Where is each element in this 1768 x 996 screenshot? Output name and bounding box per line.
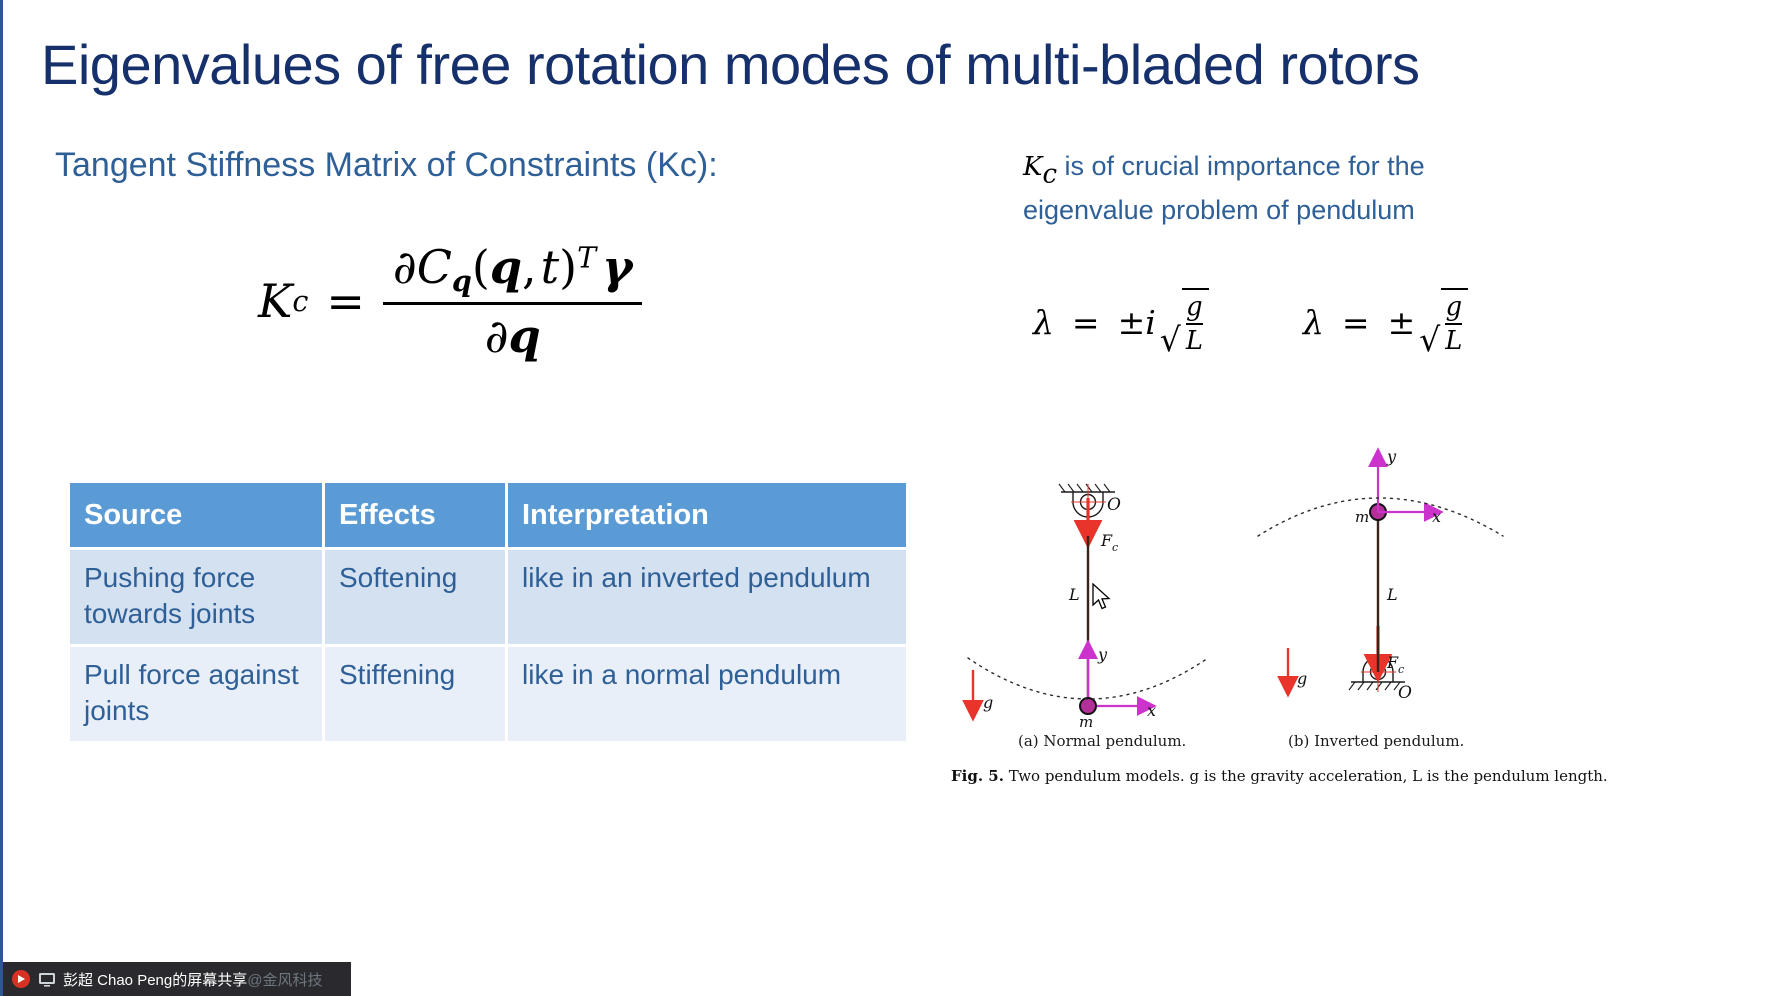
figure-caption-a: (a) Normal pendulum. xyxy=(1018,732,1187,750)
label-force-Fc: F xyxy=(1386,653,1399,672)
label-force-sub: c xyxy=(1398,663,1404,676)
lambda-symbol: λ xyxy=(1033,302,1054,342)
radicand-fraction-bar xyxy=(1185,323,1203,325)
column-header-source: Source xyxy=(70,483,322,547)
paren-close: ) xyxy=(559,240,578,294)
radicand-fraction: g L xyxy=(1181,288,1209,356)
comma: , xyxy=(521,240,537,294)
kc-denominator: ∂q xyxy=(475,305,551,363)
gravity-g: g xyxy=(1186,292,1203,322)
label-length-L: L xyxy=(1386,585,1398,604)
label-pivot-O: O xyxy=(1107,495,1121,515)
label-axis-y: y xyxy=(1386,447,1397,466)
label-axis-y: y xyxy=(1097,645,1108,664)
kc-fraction: ∂Cq(q,t)T γ ∂q xyxy=(382,240,643,363)
partial-symbol: ∂ xyxy=(392,240,417,294)
vector-q-den: q xyxy=(508,308,541,363)
constraint-C-subscript: q xyxy=(451,263,472,298)
label-mass-m: m xyxy=(1355,508,1369,526)
figure-number: Fig. 5. xyxy=(951,767,1004,785)
length-L: L xyxy=(1185,326,1203,356)
section-subtitle: Tangent Stiffness Matrix of Constraints … xyxy=(55,146,718,184)
vector-q: q xyxy=(489,240,522,294)
label-gravity-g: g xyxy=(983,693,993,712)
cell-source: Pull force against joints xyxy=(70,647,322,741)
figure-caption-b: (b) Inverted pendulum. xyxy=(1288,732,1465,750)
label-length-L: L xyxy=(1068,585,1080,604)
column-header-effects: Effects xyxy=(325,483,505,547)
kc-inline-symbol: K xyxy=(1023,152,1043,182)
column-header-interpretation: Interpretation xyxy=(508,483,906,547)
screen-share-bar[interactable]: 彭超 Chao Peng的屏幕共享 @金风科技 xyxy=(3,962,351,996)
page-title: Eigenvalues of free rotation modes of mu… xyxy=(41,33,1420,96)
equals-sign: = xyxy=(1341,302,1370,342)
normal-pendulum-diagram: F c L y x m g O xyxy=(962,483,1209,731)
label-gravity-g: g xyxy=(1297,669,1307,688)
table-header-row: Source Effects Interpretation xyxy=(70,483,906,547)
kc-effects-table: Source Effects Interpretation Pushing fo… xyxy=(67,480,909,744)
plus-minus-sign: ± xyxy=(1387,302,1416,342)
eigenvalue-expression-imaginary: λ = ± i √ g L xyxy=(1033,288,1209,356)
kc-numerator: ∂Cq(q,t)T γ xyxy=(383,240,643,302)
figure-main-caption: Fig. 5. Two pendulum models. g is the gr… xyxy=(951,767,1608,785)
lambda-symbol: λ xyxy=(1303,302,1324,342)
label-force-Fc: F xyxy=(1100,531,1113,550)
radical-sign: √ xyxy=(1419,320,1441,359)
monitor-icon xyxy=(39,973,55,987)
transpose-superscript: T xyxy=(577,241,597,275)
plus-minus-sign: ± xyxy=(1117,302,1146,342)
cell-effect: Softening xyxy=(325,550,505,644)
cell-source: Pushing force towards joints xyxy=(70,550,322,644)
square-root: √ g L xyxy=(1419,288,1469,359)
kc-inline-subscript: c xyxy=(1042,159,1057,190)
label-axis-x: x xyxy=(1432,507,1441,526)
gravity-g: g xyxy=(1445,292,1463,322)
kc-subscript: c xyxy=(292,284,309,318)
table-row: Pull force against joints Stiffening lik… xyxy=(70,647,906,741)
constraint-C: C xyxy=(416,240,452,294)
pendulum-figure: F c L y x m g O xyxy=(943,440,1608,840)
radicand-fraction-bar xyxy=(1445,323,1463,325)
table-row: Pushing force towards joints Softening l… xyxy=(70,550,906,644)
kc-symbol: K xyxy=(258,274,293,329)
label-axis-x: x xyxy=(1147,701,1156,720)
label-mass-m: m xyxy=(1079,713,1093,731)
label-force-sub: c xyxy=(1112,541,1118,554)
kc-importance-note: Kc is of crucial importance for the eige… xyxy=(1023,148,1543,229)
square-root: √ g L xyxy=(1160,288,1209,356)
share-status-icon xyxy=(12,970,30,988)
paren-open: ( xyxy=(471,240,490,294)
time-t: t xyxy=(540,240,560,294)
mouse-cursor xyxy=(1092,583,1111,610)
cell-effect: Stiffening xyxy=(325,647,505,741)
cell-interpretation: like in a normal pendulum xyxy=(508,647,906,741)
figure-caption-text: Two pendulum models. g is the gravity ac… xyxy=(1003,767,1608,785)
eigenvalue-expression-real: λ = ± √ g L xyxy=(1303,288,1469,359)
equals-sign: = xyxy=(326,274,365,329)
length-L: L xyxy=(1445,326,1463,356)
inverted-pendulum-diagram: F c L y x m g O xyxy=(1257,447,1504,703)
equals-sign: = xyxy=(1071,302,1100,342)
share-owner-label: 彭超 Chao Peng的屏幕共享 xyxy=(63,971,248,989)
pendulum-figure-svg: F c L y x m g O xyxy=(962,447,1504,731)
radical-sign: √ xyxy=(1159,320,1181,359)
fraction-bar xyxy=(382,301,643,305)
kc-note-text: is of crucial importance for the eigenva… xyxy=(1023,151,1425,226)
share-org-label: @金风科技 xyxy=(247,971,323,989)
gamma-symbol: γ xyxy=(602,240,633,294)
cell-interpretation: like in an inverted pendulum xyxy=(508,550,906,644)
label-pivot-O: O xyxy=(1398,683,1412,703)
partial-symbol-den: ∂ xyxy=(484,308,509,363)
radicand-fraction: g L xyxy=(1441,288,1469,356)
imaginary-unit: i xyxy=(1145,302,1156,342)
